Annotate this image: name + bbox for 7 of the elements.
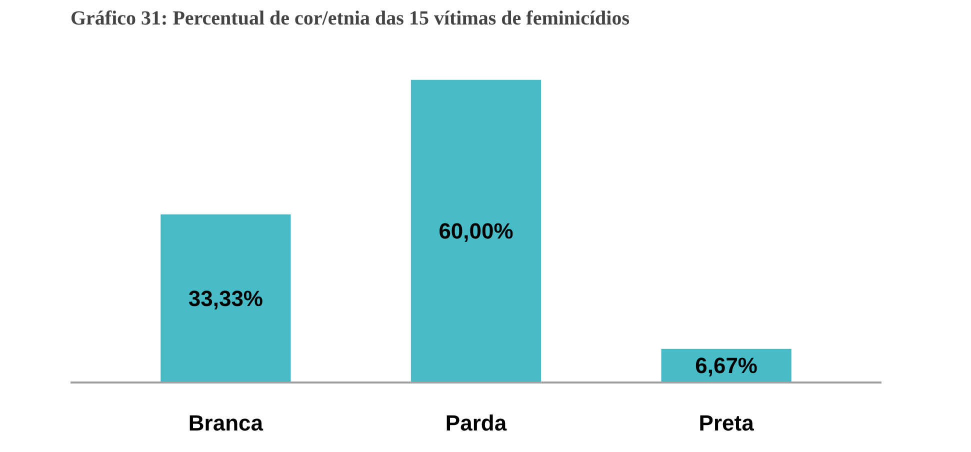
x-tick-label: Branca [188, 410, 264, 436]
x-tick-label: Parda [445, 410, 508, 436]
chart-title: Gráfico 31: Percentual de cor/etnia das 15 vítimas de feminicídios [70, 8, 630, 30]
data-label: 6,67% [695, 353, 758, 378]
x-tick-label: Preta [698, 410, 755, 436]
data-label: 60,00% [438, 218, 514, 244]
data-label: 33,33% [188, 286, 264, 311]
